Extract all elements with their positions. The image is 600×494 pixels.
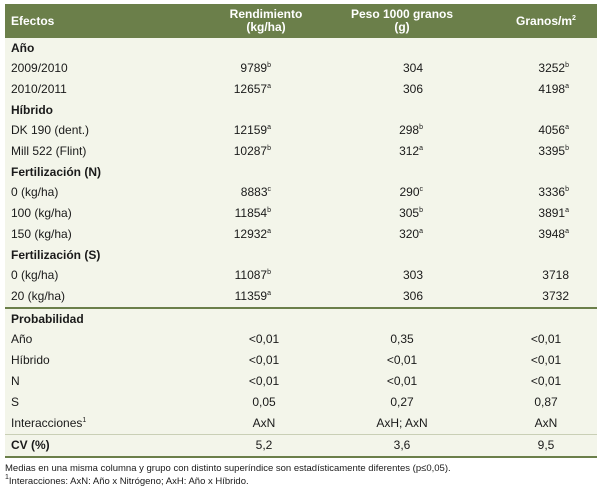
section-label: Probabilidad bbox=[5, 307, 597, 329]
section-ferts: Fertilización (S) bbox=[5, 245, 597, 265]
note-significance: Medias en una misma columna y grupo con … bbox=[5, 463, 451, 474]
table-row: 2009/2010 9789b 304 3252b bbox=[5, 58, 597, 79]
note-interactions: 1Interacciones: AxN: Año x Nitrógeno; Ax… bbox=[5, 474, 249, 487]
granos-value: 3252b bbox=[538, 61, 569, 75]
peso-value: 303 bbox=[402, 268, 423, 282]
cv-rendimiento: 5,2 bbox=[175, 434, 323, 458]
peso-value: 298b bbox=[399, 123, 423, 137]
row-label: 0 (kg/ha) bbox=[11, 185, 59, 199]
table-row: N <0,01 <0,01 <0,01 bbox=[5, 371, 597, 392]
granos-value: 4198a bbox=[538, 82, 569, 96]
granos-value: 4056a bbox=[538, 123, 569, 137]
rendimiento-value: 10287b bbox=[233, 144, 271, 158]
row-label: 2009/2010 bbox=[11, 61, 68, 75]
row-label: 100 (kg/ha) bbox=[11, 206, 72, 220]
peso-value: 306 bbox=[402, 289, 423, 303]
cv-granos: 9,5 bbox=[481, 434, 597, 458]
table-header: Efectos Rendimiento (kg/ha) Peso 1000 gra… bbox=[5, 4, 597, 38]
table-row: 0 (kg/ha) 11087b 303 3718 bbox=[5, 265, 597, 286]
section-label: Año bbox=[11, 40, 35, 55]
table-row: Interacciones1 AxN AxH; AxN AxN bbox=[5, 413, 597, 435]
rendimiento-probability: <0,01 bbox=[248, 353, 280, 367]
row-label: Año bbox=[11, 332, 33, 346]
rendimiento-value: 12657a bbox=[233, 82, 271, 96]
granos-value: 3891a bbox=[538, 206, 569, 220]
row-label: DK 190 (dent.) bbox=[11, 123, 90, 137]
rendimiento-value: 11087b bbox=[234, 268, 271, 282]
granos-value: 3336b bbox=[538, 185, 569, 199]
peso-value: 306 bbox=[402, 82, 423, 96]
rendimiento-value: 12932a bbox=[233, 227, 271, 241]
rendimiento-value: 11854b bbox=[234, 206, 271, 220]
peso-probability: AxH; AxN bbox=[376, 416, 428, 430]
row-label: 20 (kg/ha) bbox=[11, 289, 66, 303]
header-rendimiento: Rendimiento (kg/ha) bbox=[229, 7, 303, 34]
rendimiento-value: 11359a bbox=[234, 289, 271, 303]
table-row: 0 (kg/ha) 8883c 290c 3336b bbox=[5, 182, 597, 203]
granos-probability: <0,01 bbox=[530, 374, 562, 388]
granos-value: 3732 bbox=[542, 289, 569, 303]
section-label: Híbrido bbox=[11, 102, 53, 117]
rendimiento-probability: 0,05 bbox=[252, 395, 276, 409]
peso-value: 320a bbox=[399, 227, 423, 241]
section-label: Fertilización (N) bbox=[11, 164, 102, 179]
granos-probability: 0,87 bbox=[534, 395, 558, 409]
rendimiento-value: 12159a bbox=[233, 123, 271, 137]
table-row: 100 (kg/ha) 11854b 305b 3891a bbox=[5, 203, 597, 224]
section-label: Fertilización (S) bbox=[11, 247, 101, 262]
granos-value: 3948a bbox=[538, 227, 569, 241]
table-row: Híbrido <0,01 <0,01 <0,01 bbox=[5, 350, 597, 371]
peso-probability: <0,01 bbox=[386, 353, 418, 367]
cv-peso: 3,6 bbox=[323, 434, 481, 458]
row-label: Mill 522 (Flint) bbox=[11, 144, 87, 158]
cv-row: CV (%) 5,2 3,6 9,5 bbox=[5, 434, 597, 458]
peso-value: 304 bbox=[402, 61, 423, 75]
results-table: Efectos Rendimiento (kg/ha) Peso 1000 gra… bbox=[5, 4, 597, 458]
header-efectos: Efectos bbox=[11, 13, 55, 28]
section-fertn: Fertilización (N) bbox=[5, 162, 597, 182]
row-label: Interacciones1 bbox=[11, 416, 87, 430]
peso-value: 305b bbox=[399, 206, 423, 220]
section-ano: Año bbox=[5, 38, 597, 58]
rendimiento-probability: <0,01 bbox=[248, 332, 280, 346]
row-label: Híbrido bbox=[11, 353, 50, 367]
table-body: Año 2009/2010 9789b 304 3252b 2010/2011 12657a… bbox=[5, 38, 597, 458]
granos-probability: <0,01 bbox=[530, 332, 562, 346]
table-row: Año <0,01 0,35 <0,01 bbox=[5, 329, 597, 350]
rendimiento-probability: <0,01 bbox=[248, 374, 280, 388]
table-notes: Medias en una misma columna y grupo con … bbox=[5, 462, 451, 488]
table-row: 20 (kg/ha) 11359a 306 3732 bbox=[5, 286, 597, 308]
granos-probability: AxN bbox=[534, 416, 558, 430]
row-label: 2010/2011 bbox=[11, 82, 67, 96]
table-row: S 0,05 0,27 0,87 bbox=[5, 392, 597, 413]
peso-probability: 0,27 bbox=[390, 395, 414, 409]
table-row: DK 190 (dent.) 12159a 298b 4056a bbox=[5, 120, 597, 141]
rendimiento-probability: AxN bbox=[252, 416, 276, 430]
table-row: 150 (kg/ha) 12932a 320a 3948a bbox=[5, 224, 597, 245]
peso-probability: <0,01 bbox=[386, 374, 418, 388]
table-row: Mill 522 (Flint) 10287b 312a 3395b bbox=[5, 141, 597, 162]
peso-value: 312a bbox=[399, 144, 423, 158]
granos-value: 3718 bbox=[542, 268, 569, 282]
row-label: 0 (kg/ha) bbox=[11, 268, 59, 282]
header-granos: Granos/m2 bbox=[516, 13, 576, 28]
section-probabilidad: Probabilidad bbox=[5, 307, 597, 329]
row-label: S bbox=[11, 395, 20, 409]
peso-probability: 0,35 bbox=[390, 332, 414, 346]
header-peso: Peso 1000 granos (g) bbox=[350, 7, 454, 34]
rendimiento-value: 9789b bbox=[240, 61, 271, 75]
rendimiento-value: 8883c bbox=[240, 185, 271, 199]
section-hibrido: Híbrido bbox=[5, 100, 597, 120]
peso-value: 290c bbox=[399, 185, 423, 199]
row-label: 150 (kg/ha) bbox=[11, 227, 72, 241]
granos-value: 3395b bbox=[538, 144, 569, 158]
row-label: N bbox=[11, 374, 20, 388]
cv-label: CV (%) bbox=[5, 434, 175, 458]
granos-probability: <0,01 bbox=[530, 353, 562, 367]
table-row: 2010/2011 12657a 306 4198a bbox=[5, 79, 597, 100]
